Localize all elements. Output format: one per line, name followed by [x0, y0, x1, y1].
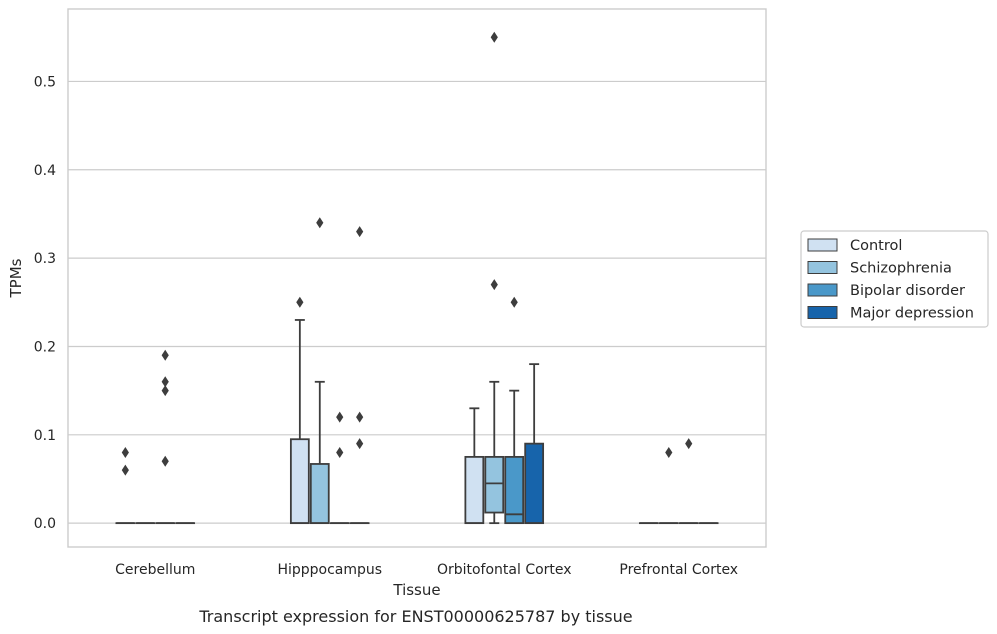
outlier-point: [121, 446, 129, 458]
box-major-depression: [524, 363, 545, 525]
outlier-point: [665, 446, 673, 458]
outlier-point: [121, 464, 129, 476]
outlier-point: [356, 438, 364, 450]
outlier-point: [161, 385, 169, 397]
y-axis-label: TPMs: [7, 258, 25, 298]
legend-swatch: [807, 283, 838, 297]
y-axis: 0.0 0.1 0.2 0.3 0.4 0.5: [34, 74, 56, 532]
box: [484, 455, 505, 514]
legend-box: [800, 230, 989, 328]
outlier-point: [296, 296, 304, 308]
legend-swatch: [807, 238, 838, 252]
legend-label: Bipolar disorder: [850, 283, 965, 299]
legend-swatch: [807, 306, 838, 319]
box: [289, 438, 310, 525]
outlier-point: [685, 438, 693, 450]
box-bipolar-disorder: [678, 438, 699, 525]
box: [524, 442, 545, 525]
x-tick-label: Cerebellum: [115, 562, 195, 578]
box-bipolar-disorder: [329, 411, 350, 525]
outlier-point: [356, 411, 364, 423]
legend: Control Schizophrenia Bipolar disorder Majo…: [800, 230, 989, 328]
legend-swatch: [807, 261, 838, 274]
outlier-point: [510, 296, 518, 308]
outlier-point: [490, 31, 498, 43]
box-major-depression: [349, 226, 370, 525]
box-control: [289, 296, 310, 525]
outlier-point: [336, 411, 344, 423]
box-bipolar-disorder: [504, 296, 525, 525]
legend-label: Major depression: [850, 306, 974, 322]
box-control: [464, 407, 485, 525]
chart-caption: Transcript expression for ENST0000062578…: [198, 607, 632, 626]
plot-frame: [67, 8, 767, 548]
box-schizophrenia: [484, 31, 505, 525]
box: [464, 455, 485, 525]
y-tick-label: 0.2: [34, 339, 56, 355]
y-tick-label: 0.3: [34, 251, 56, 267]
outlier-point: [161, 455, 169, 467]
plot-area: [115, 31, 719, 525]
outlier-point: [316, 217, 324, 229]
x-tick-label: Prefrontal Cortex: [619, 562, 738, 578]
y-tick-label: 0.1: [34, 428, 56, 444]
y-tick-label: 0.4: [34, 163, 56, 179]
box-control: [115, 446, 136, 525]
y-tick-label: 0.0: [34, 516, 56, 532]
x-axis: Cerebellum Hipppocampus Orbitofontal Corte…: [115, 562, 738, 578]
box-schizophrenia: [658, 446, 679, 525]
legend-label: Control: [850, 238, 902, 254]
box: [504, 455, 525, 525]
x-tick-label: Orbitofontal Cortex: [437, 562, 572, 578]
gridlines: [68, 80, 766, 524]
outlier-point: [161, 376, 169, 388]
box: [309, 463, 330, 525]
box-bipolar-disorder: [155, 349, 176, 525]
box-schizophrenia: [309, 217, 330, 525]
legend-label: Schizophrenia: [850, 261, 952, 277]
outlier-point: [336, 446, 344, 458]
outlier-point: [356, 226, 364, 238]
outlier-point: [490, 279, 498, 291]
outlier-point: [161, 349, 169, 361]
y-tick-label: 0.5: [34, 74, 56, 90]
x-axis-label: Tissue: [392, 581, 440, 599]
x-tick-label: Hipppocampus: [277, 562, 382, 578]
